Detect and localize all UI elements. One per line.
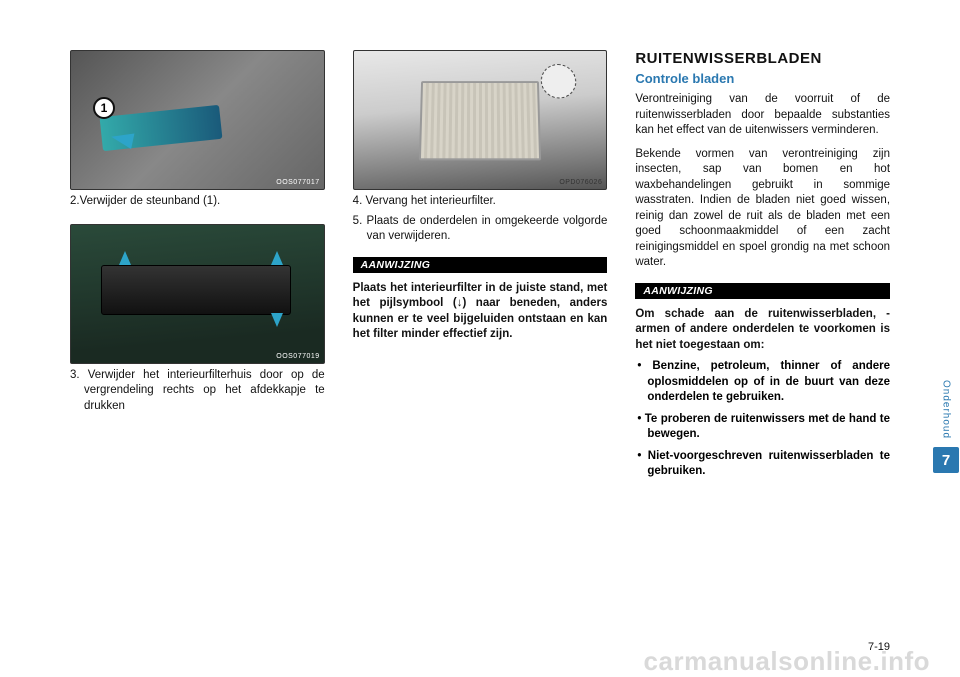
figure-1: 1 OOS077017 <box>70 50 325 190</box>
notice-label-col2: AANWIJZING <box>353 257 608 273</box>
step-5-text: 5. Plaats de onderdelen in omge­keerde v… <box>353 214 608 245</box>
step-2-text: 2.Verwijder de steunband (1). <box>70 194 325 210</box>
side-tab-number: 7 <box>933 447 959 473</box>
bullet-1: • Benzine, petroleum, thinner of andere … <box>635 359 890 406</box>
column-3: RUITENWISSERBLADEN Controle bladen Veron… <box>635 50 890 640</box>
figure-3-arrow3-icon <box>271 313 283 327</box>
notice-label-col3: AANWIJZING <box>635 283 890 299</box>
bullet-2: • Te proberen de ruitenwissers met de ha… <box>635 412 890 443</box>
subheading: Controle bladen <box>635 71 890 86</box>
para-1: Verontreiniging van de voorruit of de ru… <box>635 92 890 139</box>
bullet-3: • Niet-voorgeschreven ruitenwis­serblade… <box>635 449 890 480</box>
column-1: 1 OOS077017 2.Verwijder de steunband (1)… <box>70 50 325 640</box>
figure-2-filter <box>419 81 541 160</box>
figure-3-arrow2-icon <box>271 251 283 265</box>
watermark: carmanualsonline.info <box>644 646 930 677</box>
figure-2: OPD076026 <box>353 50 608 190</box>
figure-1-badge: 1 <box>93 97 115 119</box>
notice-text-col2: Plaats het interieurfilter in de juiste … <box>353 281 608 343</box>
step-4-text: 4. Vervang het interieurfilter. <box>353 194 608 210</box>
figure-3-code: OOS077019 <box>276 353 319 360</box>
column-2: OPD076026 4. Vervang het interieurfilter… <box>353 50 608 640</box>
side-tab: Onderhoud 7 <box>932 380 960 473</box>
figure-1-code: OOS077017 <box>276 179 319 186</box>
notice-intro: Om schade aan de ruitenwisserbladen, - a… <box>635 307 890 354</box>
figure-3-arrow1-icon <box>119 251 131 265</box>
side-tab-label: Onderhoud <box>941 380 952 439</box>
para-2: Bekende vormen van verontreiniging zijn … <box>635 147 890 271</box>
figure-2-code: OPD076026 <box>559 179 602 186</box>
step-3-text: 3. Verwijder het interieurfilterhuis doo… <box>70 368 325 415</box>
figure-3: OOS077019 <box>70 224 325 364</box>
section-heading: RUITENWISSERBLADEN <box>635 50 890 67</box>
figure-2-callout-icon <box>540 64 577 98</box>
page-content: 1 OOS077017 2.Verwijder de steunband (1)… <box>70 50 890 640</box>
figure-3-housing <box>101 265 291 315</box>
